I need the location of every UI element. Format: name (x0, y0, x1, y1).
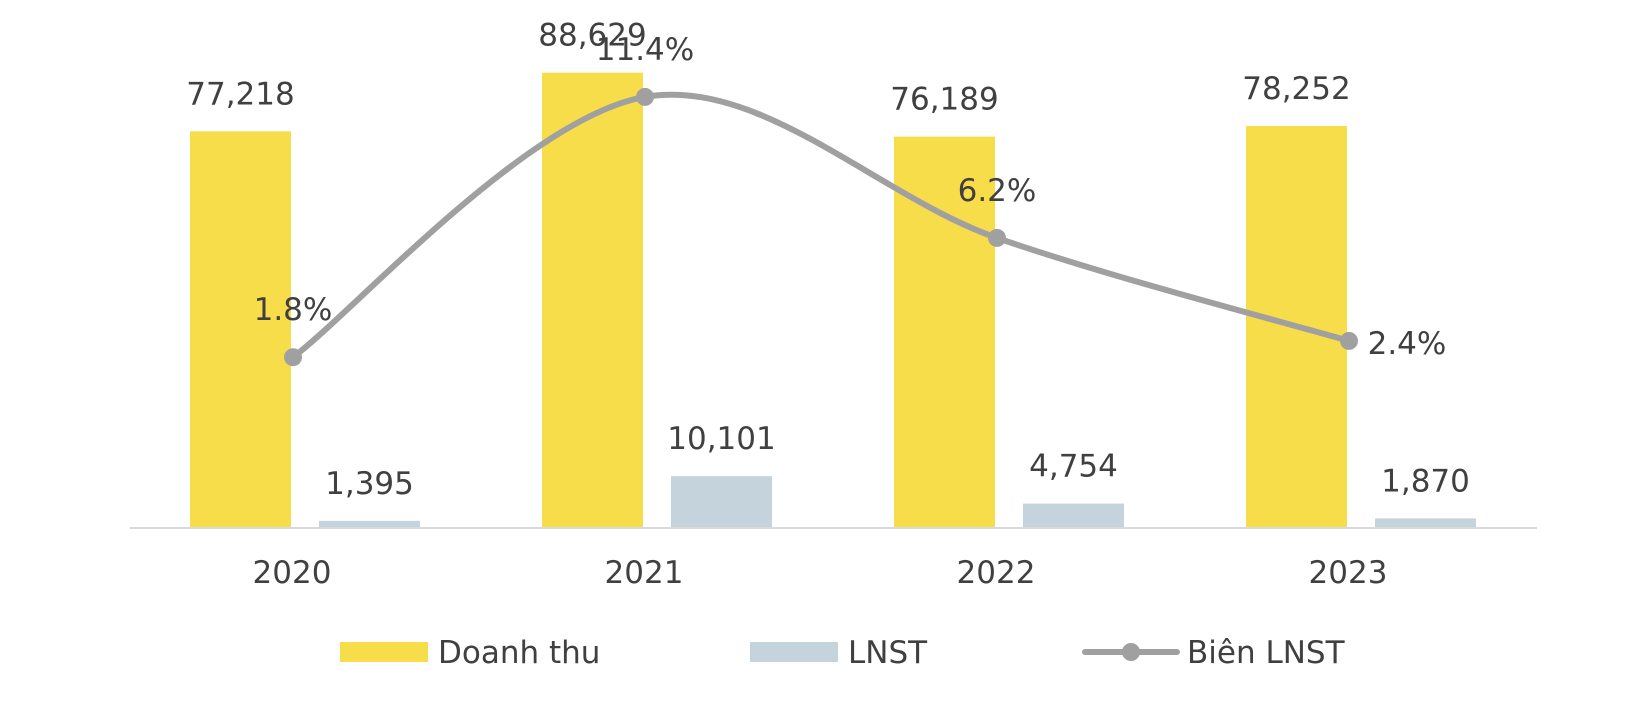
bar-lnst-2020 (319, 520, 420, 528)
line-bien-lnst (290, 91, 1352, 361)
data-label-lnst-2021: 10,101 (667, 421, 775, 457)
x-tick-label-2021: 2021 (605, 555, 684, 591)
point-bien-lnst-2020 (284, 348, 302, 367)
legend-marker-bien-lnst (1122, 643, 1140, 661)
margin-line-layer (284, 87, 1358, 367)
bars-layer (190, 72, 1476, 529)
data-label-doanh-thu-2021: 88,629 (538, 18, 646, 54)
legend-label-bien-lnst: Biên LNST (1187, 635, 1346, 671)
legend: Doanh thu LNST Biên LNST (340, 635, 1346, 671)
legend-label-doanh-thu: Doanh thu (438, 635, 600, 671)
data-label-bien-lnst-2022: 6.2% (958, 173, 1037, 209)
x-tick-label-2022: 2022 (957, 555, 1036, 591)
data-labels-layer: 77,218 1,395 88,629 10,101 76,189 4,754 78,252… (186, 18, 1470, 502)
data-label-bien-lnst-2021: 11.4% (596, 32, 694, 68)
x-tick-label-2020: 2020 (253, 555, 332, 591)
data-label-lnst-2022: 4,754 (1029, 449, 1118, 485)
data-label-doanh-thu-2020: 77,218 (186, 76, 294, 112)
data-label-bien-lnst-2023: 2.4% (1368, 326, 1447, 362)
data-label-doanh-thu-2023: 78,252 (1242, 71, 1350, 107)
data-label-lnst-2020: 1,395 (325, 466, 414, 502)
bar-doanh-thu-2021 (542, 72, 643, 529)
data-label-doanh-thu-2022: 76,189 (890, 82, 998, 118)
point-bien-lnst-2022 (988, 228, 1006, 247)
point-bien-lnst-2021 (636, 87, 654, 106)
legend-label-lnst: LNST (848, 635, 928, 671)
bar-doanh-thu-2020 (190, 131, 291, 528)
x-tick-label-2023: 2023 (1309, 555, 1388, 591)
bar-lnst-2022 (1023, 503, 1124, 528)
x-axis: 2020 2021 2022 2023 (130, 527, 1537, 591)
bar-lnst-2021 (671, 476, 772, 528)
point-bien-lnst-2023 (1340, 331, 1358, 350)
bar-lnst-2023 (1375, 518, 1476, 528)
legend-swatch-doanh-thu (340, 642, 428, 662)
data-label-bien-lnst-2020: 1.8% (254, 292, 333, 328)
bar-doanh-thu-2022 (894, 136, 995, 528)
legend-swatch-lnst (750, 642, 838, 662)
data-label-lnst-2023: 1,870 (1381, 463, 1470, 499)
